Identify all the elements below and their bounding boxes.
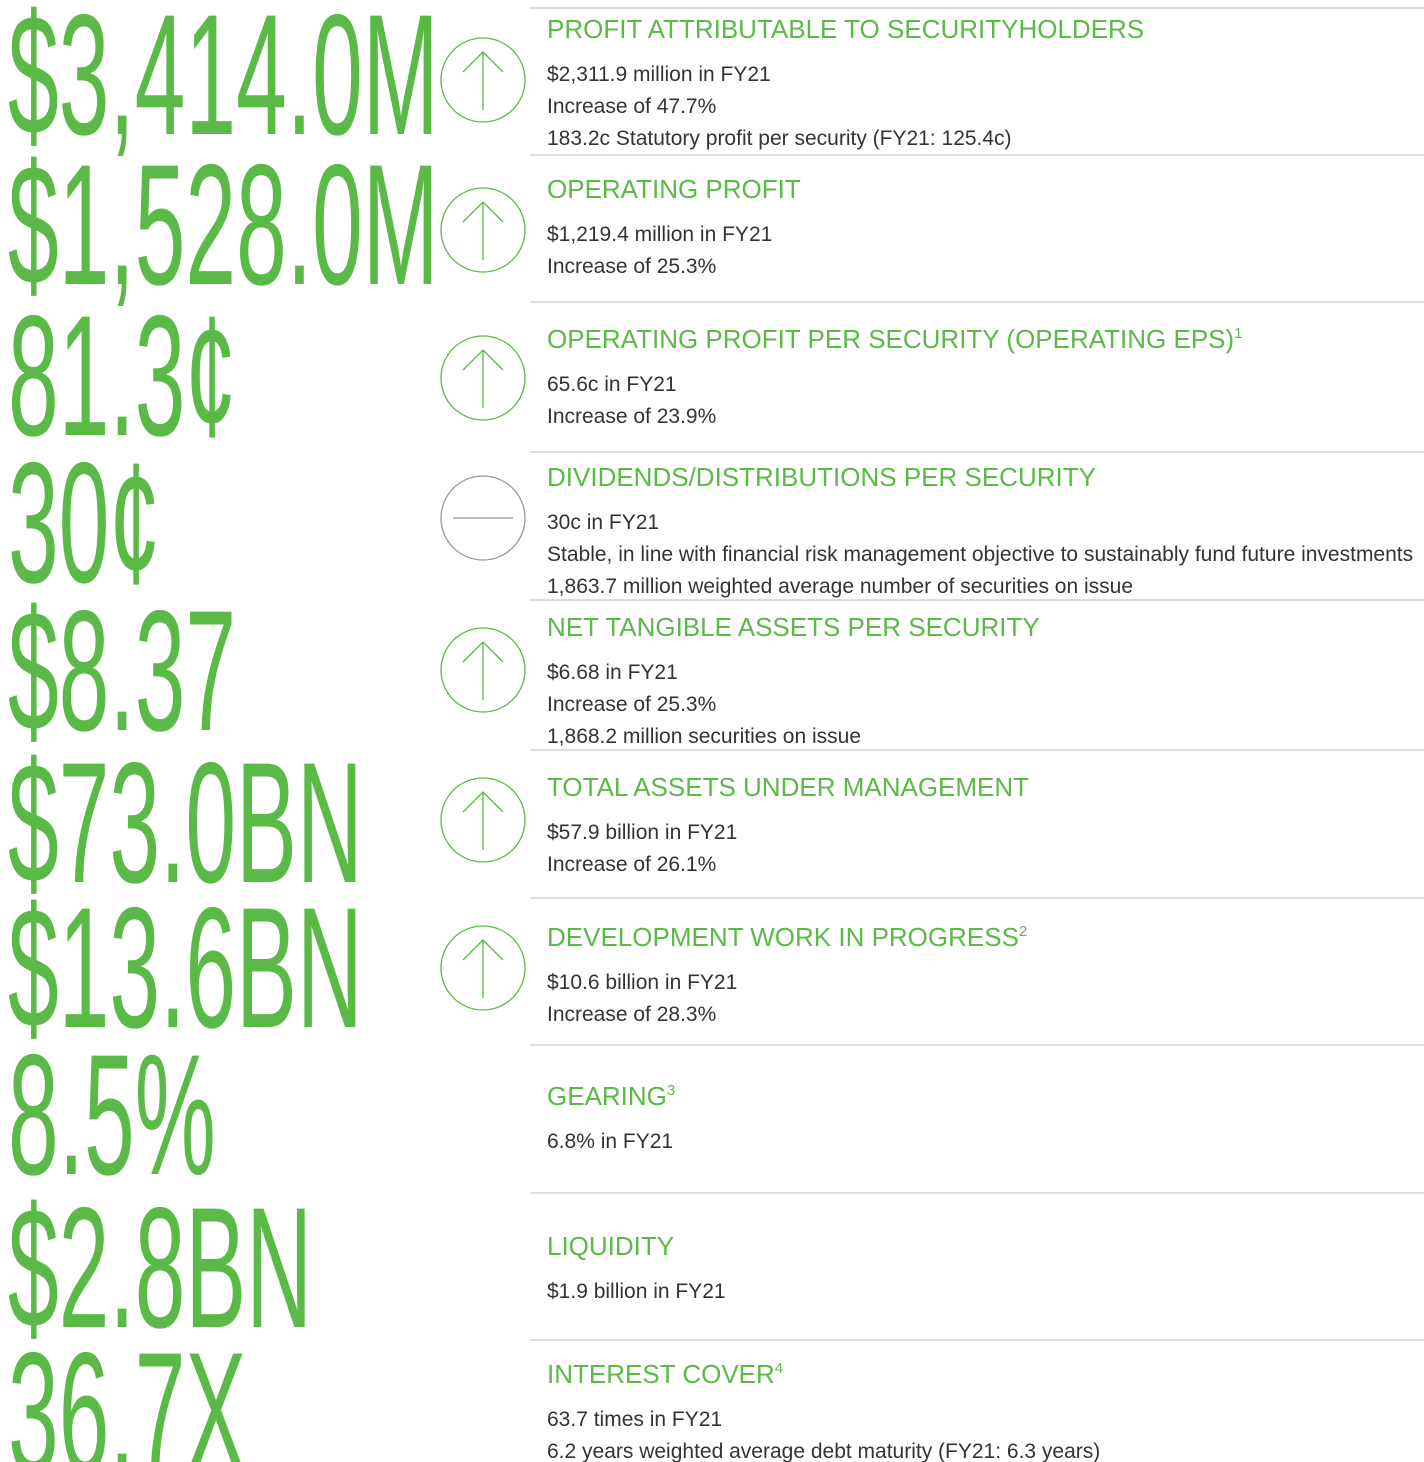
title-text: GEARING <box>547 1081 667 1111</box>
trend-icon <box>440 627 526 713</box>
highlight-row: $13.6BN DEVELOPMENT WORK IN PROGRESS2 $10.… <box>8 872 1424 1064</box>
detail-line: 183.2c Statutory profit per security (FY… <box>547 127 1012 150</box>
metric-title: DEVELOPMENT WORK IN PROGRESS2 <box>547 922 1027 952</box>
detail-line: Increase of 47.7% <box>547 95 716 118</box>
detail-line: 30c in FY21 <box>547 511 659 534</box>
metric-title: PROFIT ATTRIBUTABLE TO SECURITYHOLDERS <box>547 14 1144 44</box>
trend-icon <box>440 37 526 123</box>
title-text: NET TANGIBLE ASSETS PER SECURITY <box>547 612 1040 642</box>
footnote-ref: 4 <box>775 1360 783 1377</box>
detail-line: 6.2 years weighted average debt maturity… <box>547 1440 1100 1462</box>
trend-icon <box>440 187 526 273</box>
metric-title: OPERATING PROFIT PER SECURITY (OPERATING… <box>547 324 1243 354</box>
trend-icon <box>440 475 526 561</box>
title-text: OPERATING PROFIT PER SECURITY (OPERATING… <box>547 324 1234 354</box>
detail-line: $2,311.9 million in FY21 <box>547 63 771 86</box>
up-arrow <box>462 791 504 850</box>
highlight-row: 30¢ DIVIDENDS/DISTRIBUTIONS PER SECURITY 3… <box>8 427 1424 619</box>
title-text: LIQUIDITY <box>547 1231 674 1261</box>
big-value: 8.5% <box>8 1019 216 1211</box>
highlight-row: 36.7X INTEREST COVER4 63.7 times in FY21 6.… <box>8 1317 1424 1462</box>
up-arrow <box>462 641 504 700</box>
big-value: 36.7X <box>8 1317 246 1462</box>
title-text: INTEREST COVER <box>547 1359 775 1389</box>
detail-line: $57.9 billion in FY21 <box>547 821 737 844</box>
highlight-row: $3,414.0M PROFIT ATTRIBUTABLE TO SECURITY… <box>8 0 1424 171</box>
detail-line: $1,219.4 million in FY21 <box>547 223 772 246</box>
metric-title: NET TANGIBLE ASSETS PER SECURITY <box>547 612 1040 642</box>
metric-title: OPERATING PROFIT <box>547 174 801 204</box>
detail-line: 1,863.7 million weighted average number … <box>547 575 1133 598</box>
metric-title: TOTAL ASSETS UNDER MANAGEMENT <box>547 772 1029 802</box>
detail-line: 63.7 times in FY21 <box>547 1408 722 1431</box>
up-arrow <box>462 349 504 408</box>
big-value: 30¢ <box>8 427 160 619</box>
highlight-row: 8.5% GEARING3 6.8% in FY21 <box>8 1019 1424 1211</box>
footnote-ref: 3 <box>667 1082 675 1099</box>
title-text: PROFIT ATTRIBUTABLE TO SECURITYHOLDERS <box>547 14 1144 44</box>
metric-title: LIQUIDITY <box>547 1231 674 1261</box>
big-value: $13.6BN <box>8 872 363 1064</box>
trend-icon <box>440 777 526 863</box>
title-text: DEVELOPMENT WORK IN PROGRESS <box>547 922 1019 952</box>
big-value: $3,414.0M <box>8 0 439 171</box>
highlight-row: $73.0BN TOTAL ASSETS UNDER MANAGEMENT $57.… <box>8 727 1424 919</box>
up-arrow <box>462 51 504 110</box>
detail-line: $1.9 billion in FY21 <box>547 1280 726 1303</box>
metric-title: GEARING3 <box>547 1081 675 1111</box>
big-value: $2.8BN <box>8 1172 312 1364</box>
detail-line: 6.8% in FY21 <box>547 1130 673 1153</box>
trend-icon <box>440 335 526 421</box>
big-value: 81.3¢ <box>8 280 236 472</box>
footnote-ref: 1 <box>1234 325 1242 342</box>
detail-line: Increase of 23.9% <box>547 405 716 428</box>
up-arrow <box>462 939 504 998</box>
metric-title: DIVIDENDS/DISTRIBUTIONS PER SECURITY <box>547 462 1096 492</box>
detail-line: Stable, in line with financial risk mana… <box>547 543 1413 566</box>
detail-line: Increase of 26.1% <box>547 853 716 876</box>
metric-title: INTEREST COVER4 <box>547 1359 783 1389</box>
big-value: $73.0BN <box>8 727 363 919</box>
title-text: OPERATING PROFIT <box>547 174 801 204</box>
detail-line: Increase of 25.3% <box>547 255 716 278</box>
title-text: DIVIDENDS/DISTRIBUTIONS PER SECURITY <box>547 462 1096 492</box>
highlight-row: $8.37 NET TANGIBLE ASSETS PER SECURITY $6.… <box>8 575 1424 767</box>
big-value: $1,528.0M <box>8 129 439 321</box>
detail-line: 65.6c in FY21 <box>547 373 677 396</box>
title-text: TOTAL ASSETS UNDER MANAGEMENT <box>547 772 1029 802</box>
detail-line: $10.6 billion in FY21 <box>547 971 737 994</box>
highlight-row: $1,528.0M OPERATING PROFIT $1,219.4 millio… <box>8 129 1424 321</box>
detail-line: 1,868.2 million securities on issue <box>547 725 861 748</box>
trend-icon <box>440 925 526 1011</box>
highlight-row: $2.8BN LIQUIDITY $1.9 billion in FY21 <box>8 1172 1424 1364</box>
detail-line: Increase of 28.3% <box>547 1003 716 1026</box>
detail-line: Increase of 25.3% <box>547 693 716 716</box>
detail-line: $6.68 in FY21 <box>547 661 678 684</box>
big-value: $8.37 <box>8 575 236 767</box>
up-arrow <box>462 201 504 260</box>
footnote-ref: 2 <box>1019 923 1027 940</box>
highlight-row: 81.3¢ OPERATING PROFIT PER SECURITY (OPER… <box>8 280 1424 472</box>
